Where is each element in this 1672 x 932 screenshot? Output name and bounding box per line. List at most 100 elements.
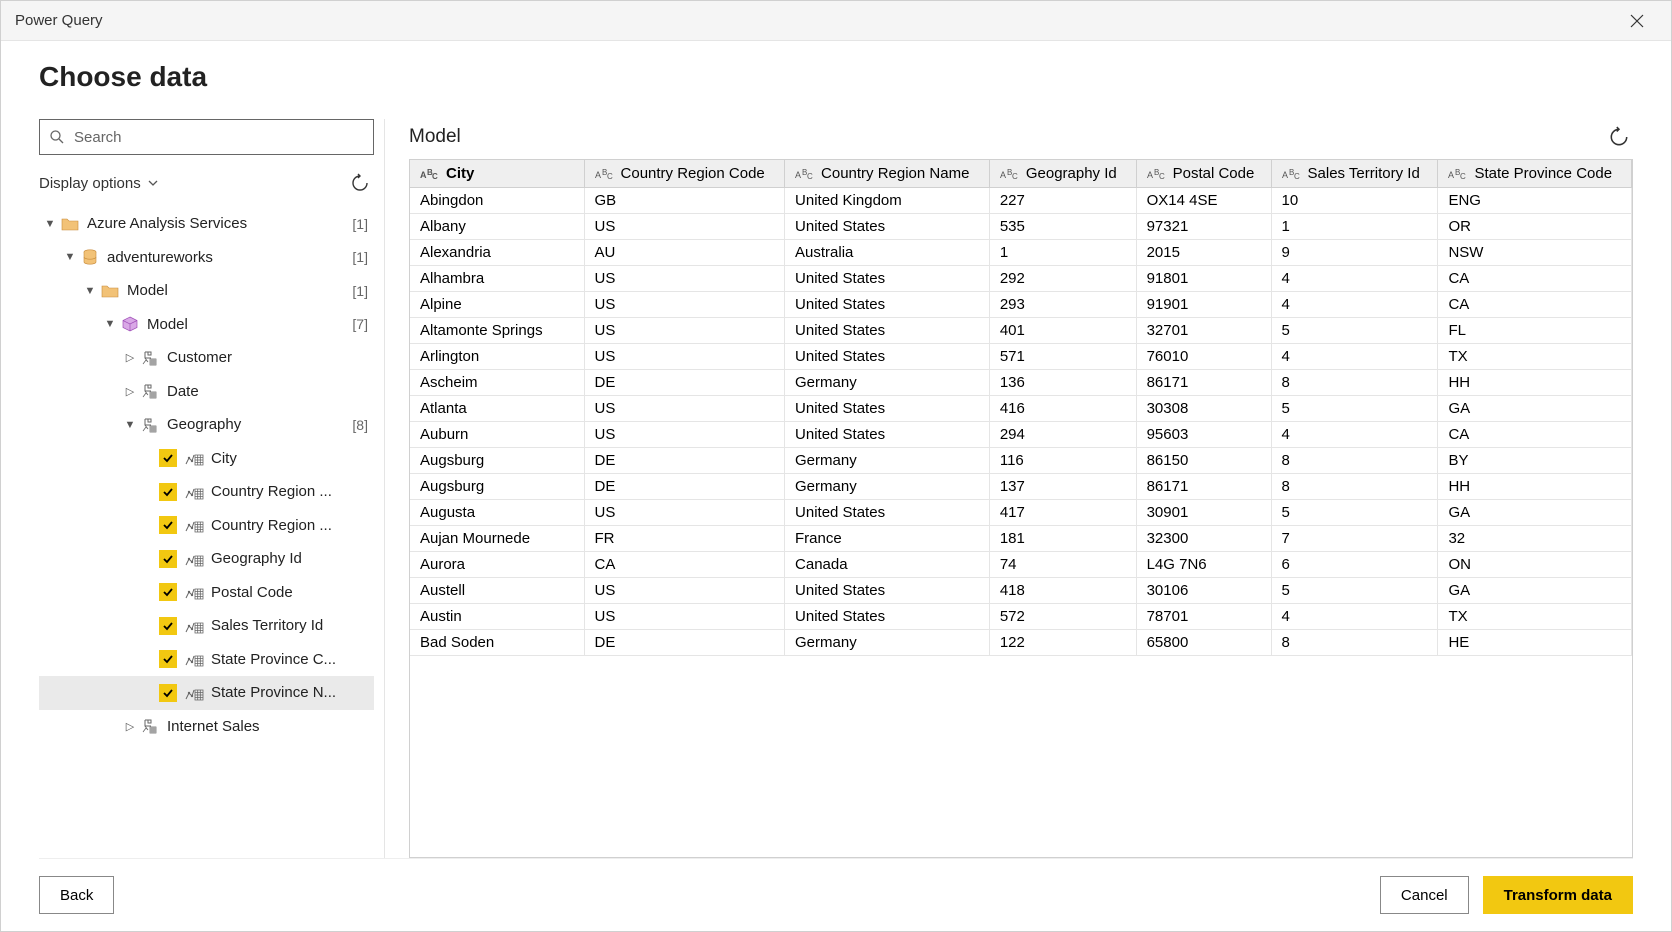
tree-item-label: Model <box>147 316 346 333</box>
display-options-dropdown[interactable]: Display options <box>39 175 159 192</box>
table-row[interactable]: Altamonte SpringsUSUnited States40132701… <box>410 318 1632 344</box>
tree-item-crc[interactable]: Country Region ... <box>39 475 374 509</box>
table-cell: US <box>584 292 785 318</box>
caret-down-icon[interactable]: ▼ <box>81 285 99 297</box>
svg-text:A: A <box>595 170 601 180</box>
checkbox[interactable] <box>159 684 177 702</box>
table-row[interactable]: AtlantaUSUnited States416303085GA <box>410 396 1632 422</box>
table-cell: 116 <box>989 448 1136 474</box>
checkbox[interactable] <box>159 449 177 467</box>
caret-right-icon[interactable]: ▷ <box>121 351 139 364</box>
tree-item-customer[interactable]: ▷Customer <box>39 341 374 375</box>
tree-item-date[interactable]: ▷ Date <box>39 375 374 409</box>
tree-item-db[interactable]: ▼adventureworks[1] <box>39 241 374 275</box>
data-grid-scroll[interactable]: ABCCity ABC Country Region Code ABCCountry … <box>409 159 1633 858</box>
table-cell: US <box>584 396 785 422</box>
checkbox[interactable] <box>159 583 177 601</box>
navigator-tree[interactable]: ▼Azure Analysis Services[1]▼adventurewor… <box>39 207 374 858</box>
caret-down-icon[interactable]: ▼ <box>101 318 119 330</box>
table-row[interactable]: AustinUSUnited States572787014TX <box>410 604 1632 630</box>
column-header[interactable]: ABC Geography Id <box>989 160 1136 188</box>
checkbox[interactable] <box>159 516 177 534</box>
tree-item-model-folder[interactable]: ▼Model[1] <box>39 274 374 308</box>
table-row[interactable]: AbingdonGBUnited Kingdom227OX14 4SE10ENG <box>410 188 1632 214</box>
table-cell: 78701 <box>1136 604 1271 630</box>
table-row[interactable]: AuroraCACanada74L4G 7N66ON <box>410 552 1632 578</box>
table-row[interactable]: AugsburgDEGermany137861718HH <box>410 474 1632 500</box>
tree-item-stid[interactable]: Sales Territory Id <box>39 609 374 643</box>
table-row[interactable]: Bad SodenDEGermany122658008HE <box>410 630 1632 656</box>
checkbox[interactable] <box>159 617 177 635</box>
table-cell: US <box>584 604 785 630</box>
caret-down-icon[interactable]: ▼ <box>121 419 139 431</box>
column-header[interactable]: ABCPostal Code <box>1136 160 1271 188</box>
table-cell: Germany <box>785 370 990 396</box>
table-row[interactable]: AlexandriaAUAustralia120159NSW <box>410 240 1632 266</box>
table-cell: Atlanta <box>410 396 584 422</box>
transform-data-button[interactable]: Transform data <box>1483 876 1633 914</box>
column-header[interactable]: ABCCity <box>410 160 584 188</box>
column-icon <box>183 650 205 668</box>
tree-item-city[interactable]: City <box>39 442 374 476</box>
refresh-nav-button[interactable] <box>346 169 374 197</box>
tree-item-spc[interactable]: State Province C... <box>39 643 374 677</box>
column-header[interactable]: ABCSales Territory Id <box>1271 160 1438 188</box>
text-type-icon: ABC <box>1000 167 1020 181</box>
tree-item-isales[interactable]: ▷Internet Sales <box>39 710 374 744</box>
column-header[interactable]: ABCCountry Region Name <box>785 160 990 188</box>
tree-item-label: Date <box>167 383 368 400</box>
tree-item-root[interactable]: ▼Azure Analysis Services[1] <box>39 207 374 241</box>
table-cell: 30106 <box>1136 578 1271 604</box>
tree-item-postal[interactable]: Postal Code <box>39 576 374 610</box>
table-row[interactable]: Aujan MournedeFRFrance18132300732 <box>410 526 1632 552</box>
table-row[interactable]: AlbanyUSUnited States535973211OR <box>410 214 1632 240</box>
svg-text:C: C <box>607 172 613 181</box>
grid-header-row: ABCCity ABC Country Region Code ABCCountry … <box>410 160 1632 188</box>
table-row[interactable]: AlhambraUSUnited States292918014CA <box>410 266 1632 292</box>
tree-item-crn[interactable]: Country Region ... <box>39 509 374 543</box>
svg-text:A: A <box>1000 170 1006 180</box>
caret-right-icon[interactable]: ▷ <box>121 385 139 398</box>
tree-item-spn[interactable]: State Province N... <box>39 676 374 710</box>
caret-down-icon[interactable]: ▼ <box>41 218 59 230</box>
table-cell: Augsburg <box>410 474 584 500</box>
checkbox[interactable] <box>159 483 177 501</box>
table-row[interactable]: AscheimDEGermany136861718HH <box>410 370 1632 396</box>
table-cell: 4 <box>1271 266 1438 292</box>
search-input[interactable] <box>39 119 374 155</box>
table-row[interactable]: AugsburgDEGermany116861508BY <box>410 448 1632 474</box>
tree-item-geography[interactable]: ▼Geography[8] <box>39 408 374 442</box>
table-row[interactable]: AuburnUSUnited States294956034CA <box>410 422 1632 448</box>
table-cell: GA <box>1438 396 1632 422</box>
table-row[interactable]: AlpineUSUnited States293919014CA <box>410 292 1632 318</box>
column-header-label: Country Region Code <box>621 165 765 182</box>
table-row[interactable]: AugustaUSUnited States417309015GA <box>410 500 1632 526</box>
table-cell: Albany <box>410 214 584 240</box>
text-type-icon: ABC <box>795 167 815 181</box>
chevron-down-icon <box>147 177 159 189</box>
table-cell: DE <box>584 474 785 500</box>
tree-item-model-cube[interactable]: ▼Model[7] <box>39 308 374 342</box>
checkbox[interactable] <box>159 550 177 568</box>
column-header[interactable]: ABCCountry Region Code <box>584 160 785 188</box>
table-cell: 91801 <box>1136 266 1271 292</box>
caret-right-icon[interactable]: ▷ <box>121 720 139 733</box>
tree-item-label: City <box>211 450 368 467</box>
table-row[interactable]: ArlingtonUSUnited States571760104TX <box>410 344 1632 370</box>
close-button[interactable] <box>1617 1 1657 41</box>
caret-down-icon[interactable]: ▼ <box>61 251 79 263</box>
refresh-preview-button[interactable] <box>1605 123 1633 151</box>
table-row[interactable]: AustellUSUnited States418301065GA <box>410 578 1632 604</box>
column-header-label: Geography Id <box>1026 165 1117 182</box>
tree-item-label: Postal Code <box>211 584 368 601</box>
table-cell: Germany <box>785 474 990 500</box>
checkbox[interactable] <box>159 650 177 668</box>
cancel-button[interactable]: Cancel <box>1380 876 1469 914</box>
column-header[interactable]: ABCState Province Code <box>1438 160 1632 188</box>
tree-item-geoid[interactable]: Geography Id <box>39 542 374 576</box>
table-cell: United States <box>785 500 990 526</box>
back-button[interactable]: Back <box>39 876 114 914</box>
table-cell: ON <box>1438 552 1632 578</box>
table-cell: AU <box>584 240 785 266</box>
content-area: Choose data Display options <box>1 41 1671 859</box>
